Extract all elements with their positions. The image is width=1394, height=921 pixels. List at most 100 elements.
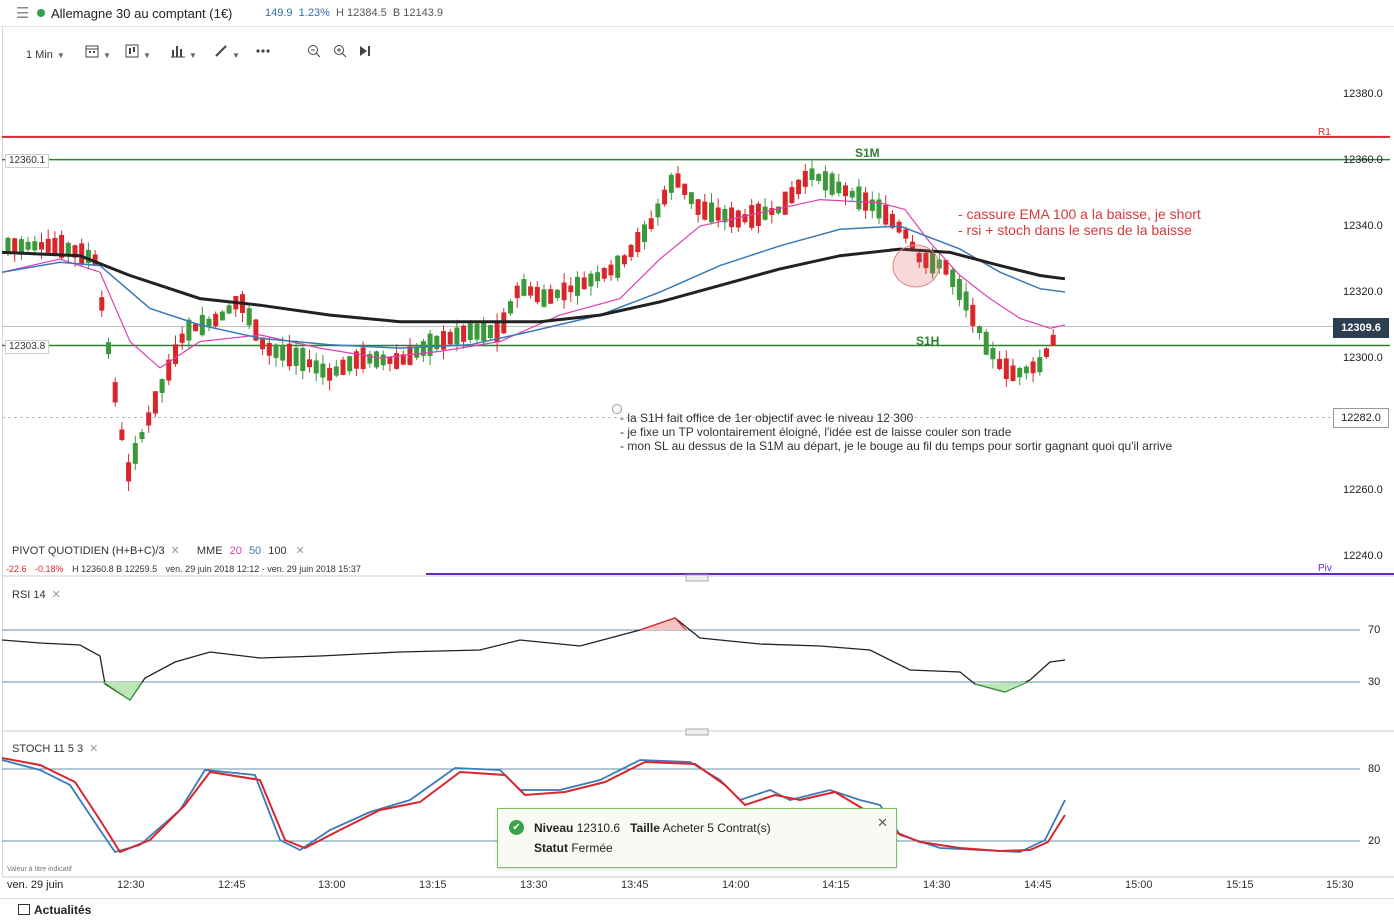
- menu-icon[interactable]: ☰: [16, 5, 30, 22]
- candle-body: [353, 351, 359, 369]
- black-note-line-2: - je fixe un TP volontairement éloigné, …: [620, 425, 1012, 439]
- candle-body: [32, 241, 38, 251]
- toast-level-label: Niveau: [534, 821, 574, 835]
- candle-body: [581, 277, 587, 290]
- candle-body: [126, 462, 132, 482]
- candle-body: [454, 327, 460, 345]
- rsi-axis-70: 70: [1368, 624, 1381, 636]
- candle-body: [387, 356, 393, 364]
- candle-body: [286, 343, 292, 367]
- remove-stoch-icon[interactable]: ✕: [89, 743, 99, 755]
- candle-body: [789, 187, 795, 204]
- candle-body: [106, 342, 111, 355]
- candle-body: [628, 244, 634, 257]
- candle-body: [869, 199, 875, 212]
- candle-body: [307, 359, 312, 368]
- candle-body: [963, 291, 969, 311]
- candle-body: [682, 183, 688, 195]
- toast-status-value: Fermée: [571, 841, 613, 855]
- candle-body: [327, 367, 333, 381]
- news-bar[interactable]: Actualités: [0, 898, 1394, 921]
- price-change: 149.9: [265, 7, 293, 19]
- candle-body: [735, 210, 741, 228]
- candle-body: [688, 192, 694, 205]
- candle-body: [829, 173, 835, 195]
- stoch-legend[interactable]: STOCH 11 5 3 ✕: [12, 742, 98, 755]
- toast-row-2: Statut Fermée: [534, 841, 613, 855]
- candle-body: [333, 366, 339, 376]
- zoom-in-button[interactable]: [333, 44, 347, 66]
- indicators-button[interactable]: ▼: [171, 44, 197, 66]
- pivot-legend[interactable]: PIVOT QUOTIDIEN (H+B+C)/3 ✕ MME 20 50 100…: [12, 544, 305, 557]
- candle-body: [983, 331, 989, 355]
- rsi-oversold-fill: [102, 681, 143, 701]
- candle-body: [642, 224, 647, 243]
- go-latest-button[interactable]: [358, 44, 372, 66]
- red-note-line-1: - cassure EMA 100 a la baisse, je short: [958, 206, 1201, 222]
- remove-rsi-icon[interactable]: ✕: [51, 589, 61, 601]
- remove-pivot-icon[interactable]: ✕: [170, 545, 180, 557]
- candle-body: [601, 268, 607, 279]
- candle-body: [782, 191, 788, 215]
- instrument-stats: 149.9 1.23% H 12384.5 B 12143.9: [265, 7, 443, 19]
- instrument-header: ☰ Allemagne 30 au comptant (1€) 149.9 1.…: [0, 0, 1394, 27]
- piv-label: Piv: [1318, 563, 1332, 574]
- candle-body: [595, 272, 601, 282]
- candle-body: [950, 269, 956, 288]
- candle-body: [554, 289, 560, 299]
- toast-level-value: 12310.6: [576, 821, 621, 835]
- x-tick: 14:15: [822, 879, 850, 891]
- candle-body: [340, 359, 346, 376]
- candle-body: [92, 254, 98, 265]
- candle-body: [769, 208, 775, 215]
- candle-body: [226, 305, 232, 314]
- pane-resize-handle: [685, 728, 709, 736]
- session-low: B 12143.9: [392, 7, 444, 19]
- candle-body: [494, 320, 500, 343]
- zoom-out-icon: [308, 45, 321, 58]
- remove-mme-icon[interactable]: ✕: [295, 545, 305, 557]
- rsi-legend[interactable]: RSI 14 ✕: [12, 588, 61, 601]
- entry-highlight-circle: [892, 244, 940, 288]
- candle-body: [608, 264, 614, 276]
- chart-type-button[interactable]: ▼: [125, 44, 151, 66]
- instrument-title[interactable]: Allemagne 30 au comptant (1€): [51, 6, 233, 21]
- candle-body: [441, 331, 446, 350]
- candle-body: [146, 412, 152, 426]
- x-tick: 12:30: [117, 879, 145, 891]
- more-button[interactable]: [255, 44, 271, 66]
- close-toast-icon[interactable]: ✕: [877, 815, 888, 830]
- candle-body: [59, 234, 65, 258]
- candle-body: [675, 173, 681, 188]
- candle-body: [742, 214, 748, 223]
- candle-body: [1044, 348, 1049, 358]
- candle-body: [930, 251, 936, 274]
- candle-body: [762, 206, 768, 220]
- candle-body: [52, 237, 58, 254]
- x-tick: 12:45: [218, 879, 246, 891]
- candle-body: [615, 255, 621, 278]
- pane-resize-handle: [685, 574, 709, 582]
- status-change-pct: -0.18%: [35, 564, 64, 574]
- candle-body: [662, 189, 668, 205]
- candle-body: [809, 168, 815, 180]
- trade-note-black: - la S1H fait office de 1er objectif ave…: [612, 404, 1172, 453]
- candle-body: [816, 174, 822, 181]
- candle-body: [447, 331, 453, 345]
- candle-body: [139, 432, 145, 440]
- x-tick: 13:30: [520, 879, 548, 891]
- draw-tools-button[interactable]: ▼: [214, 44, 240, 66]
- calendar-button[interactable]: ▼: [85, 44, 111, 66]
- candle-body: [18, 239, 24, 253]
- note-anchor-icon[interactable]: [612, 404, 622, 414]
- zoom-out-button[interactable]: [307, 44, 321, 66]
- y-tick-12320: 12320.0: [1343, 286, 1383, 298]
- candle-body: [655, 203, 661, 218]
- rsi-oversold-fill: [974, 681, 1029, 693]
- rsi-overbought-fill: [639, 617, 687, 631]
- candle-body: [896, 221, 902, 233]
- candle-body: [889, 214, 895, 228]
- level-price-box: 12282.0: [1333, 408, 1389, 428]
- price-chart[interactable]: [0, 26, 1394, 898]
- timeframe-select[interactable]: 1 Min ▼: [26, 49, 65, 61]
